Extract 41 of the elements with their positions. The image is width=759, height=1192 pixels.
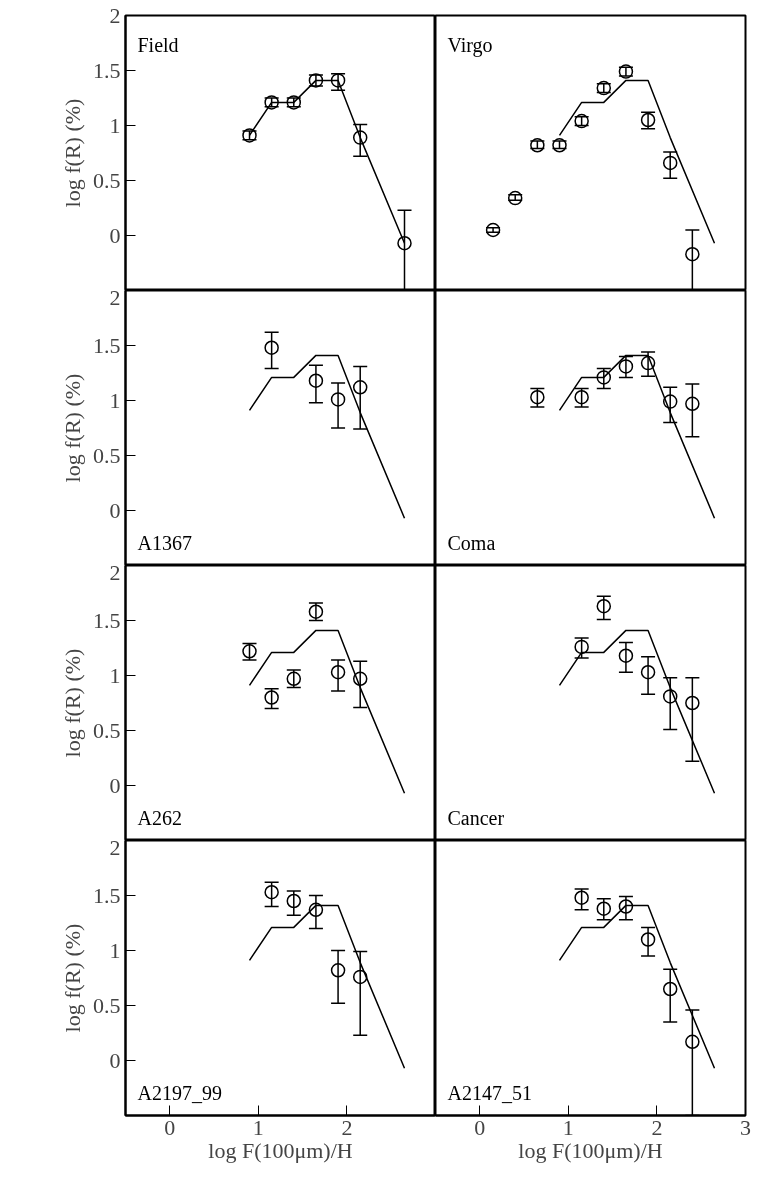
y-tick-label: 1: [109, 387, 121, 413]
y-tick-label: 0: [109, 772, 121, 798]
y-tick-label: 1.5: [93, 882, 121, 908]
annotation: A2147_51: [447, 1081, 532, 1104]
y-tick-label: 0: [109, 1047, 121, 1073]
x-tick-label: 2: [651, 1114, 663, 1140]
y-tick-label: 0.5: [93, 442, 121, 468]
y-tick-label: 0.5: [93, 717, 121, 743]
y-tick-label: 1: [109, 662, 121, 688]
y-tick-label: 2: [109, 284, 121, 310]
annotation: A2197_99: [137, 1081, 222, 1104]
x-tick-label: 1: [252, 1114, 264, 1140]
y-axis-title: log f(R) (%): [60, 98, 85, 208]
y-axis-title: log f(R) (%): [60, 648, 85, 758]
x-tick-label: 2: [341, 1114, 353, 1140]
y-tick-label: 0.5: [93, 167, 121, 193]
annotation: Field: [137, 33, 179, 56]
y-tick-label: 0.5: [93, 992, 121, 1018]
y-tick-label: 2: [109, 559, 121, 585]
annotation: Virgo: [447, 33, 493, 57]
x-axis-title: log F(100μm)/H: [518, 1137, 663, 1163]
y-axis-title: log f(R) (%): [60, 923, 85, 1033]
annotation: Cancer: [447, 806, 505, 829]
x-tick-label: 1: [562, 1114, 574, 1140]
y-axis-title: log f(R) (%): [60, 373, 85, 483]
y-tick-label: 1: [109, 112, 121, 138]
y-tick-label: 2: [109, 834, 121, 860]
y-tick-label: 1.5: [93, 57, 121, 83]
x-tick-label: 0: [164, 1114, 176, 1140]
y-tick-label: 1.5: [93, 607, 121, 633]
y-tick-label: 1: [109, 937, 121, 963]
y-tick-label: 0: [109, 222, 121, 248]
annotation: A262: [137, 806, 182, 829]
y-tick-label: 2: [109, 2, 121, 28]
annotation: Coma: [447, 531, 496, 554]
x-axis-title: log F(100μm)/H: [208, 1137, 353, 1163]
annotation: A1367: [137, 531, 192, 554]
y-tick-label: 0: [109, 497, 121, 523]
y-tick-label: 1.5: [93, 332, 121, 358]
x-tick-label: 3: [740, 1114, 751, 1140]
x-tick-label: 0: [474, 1114, 486, 1140]
